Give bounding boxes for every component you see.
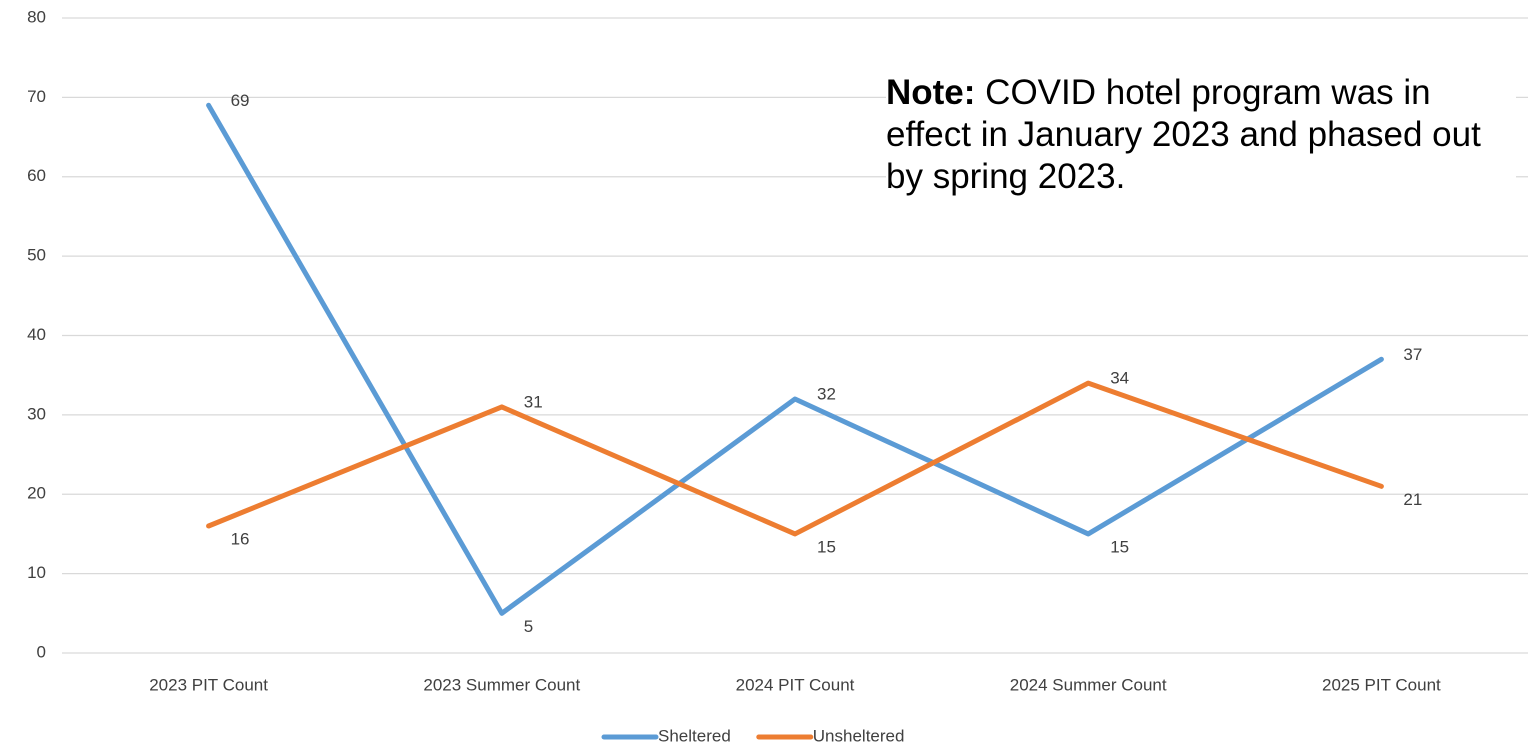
x-tick-label: 2024 Summer Count bbox=[1010, 675, 1167, 694]
data-label: 15 bbox=[1110, 537, 1129, 556]
y-tick-label: 40 bbox=[27, 325, 46, 344]
x-tick-label: 2023 Summer Count bbox=[423, 675, 580, 694]
data-label: 16 bbox=[231, 529, 250, 548]
annotation: Note: COVID hotel program was in effect … bbox=[886, 72, 1516, 198]
x-tick-label: 2023 PIT Count bbox=[149, 675, 268, 694]
annotation-text: COVID hotel program was in effect in Jan… bbox=[886, 73, 1481, 196]
data-label: 37 bbox=[1403, 345, 1422, 364]
data-label: 69 bbox=[231, 91, 250, 110]
y-tick-label: 70 bbox=[27, 87, 46, 106]
legend-label: Unsheltered bbox=[813, 726, 905, 745]
data-label: 31 bbox=[524, 392, 543, 411]
annotation-bold: Note: bbox=[886, 73, 976, 112]
y-tick-label: 60 bbox=[27, 166, 46, 185]
data-label: 34 bbox=[1110, 369, 1129, 388]
x-tick-label: 2025 PIT Count bbox=[1322, 675, 1441, 694]
data-label: 15 bbox=[817, 537, 836, 556]
x-tick-label: 2024 PIT Count bbox=[736, 675, 855, 694]
y-tick-label: 0 bbox=[37, 642, 46, 661]
data-label: 21 bbox=[1403, 490, 1422, 509]
series-line bbox=[206, 380, 1384, 537]
data-label: 5 bbox=[524, 617, 533, 636]
y-tick-label: 10 bbox=[27, 563, 46, 582]
y-tick-label: 20 bbox=[27, 484, 46, 503]
data-label: 32 bbox=[817, 384, 836, 403]
y-tick-label: 30 bbox=[27, 404, 46, 423]
legend-label: Sheltered bbox=[658, 726, 731, 745]
y-tick-label: 80 bbox=[27, 7, 46, 26]
y-tick-label: 50 bbox=[27, 246, 46, 265]
